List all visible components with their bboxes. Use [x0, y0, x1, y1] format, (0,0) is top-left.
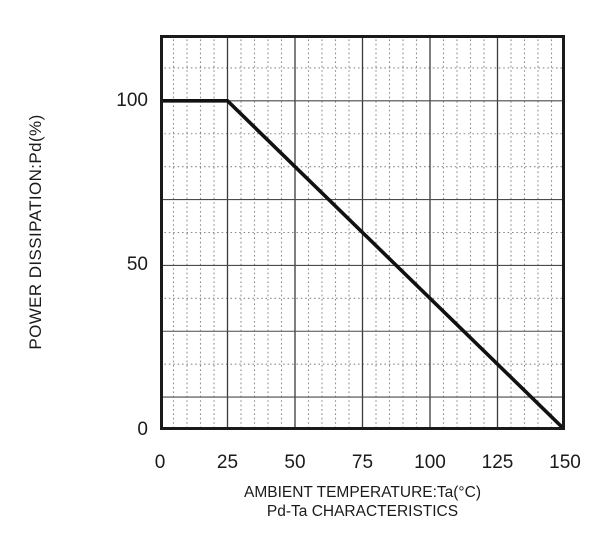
- plot-area: [160, 35, 565, 430]
- y-tick-label: 0: [137, 419, 148, 440]
- x-tick-label: 50: [284, 452, 306, 473]
- y-axis-label: POWER DISSIPATION:Pd(%): [26, 114, 45, 350]
- x-tick-label: 0: [154, 452, 166, 473]
- grid-solid-lines: [160, 35, 565, 430]
- x-tick-label: 150: [549, 452, 581, 473]
- plot-border: [160, 35, 565, 430]
- x-axis-label: AMBIENT TEMPERATURE:Ta(°C): [243, 484, 481, 501]
- x-tick-label: 25: [216, 452, 239, 473]
- x-tick-label: 125: [481, 452, 514, 473]
- x-tick-label: 75: [351, 452, 374, 473]
- x-tick-label: 100: [414, 452, 446, 473]
- derating-line: [160, 99, 565, 430]
- y-tick-label: 50: [126, 254, 148, 276]
- chart-title: Pd-Ta CHARACTERISTICS: [266, 503, 459, 520]
- y-tick-label: 100: [116, 89, 148, 111]
